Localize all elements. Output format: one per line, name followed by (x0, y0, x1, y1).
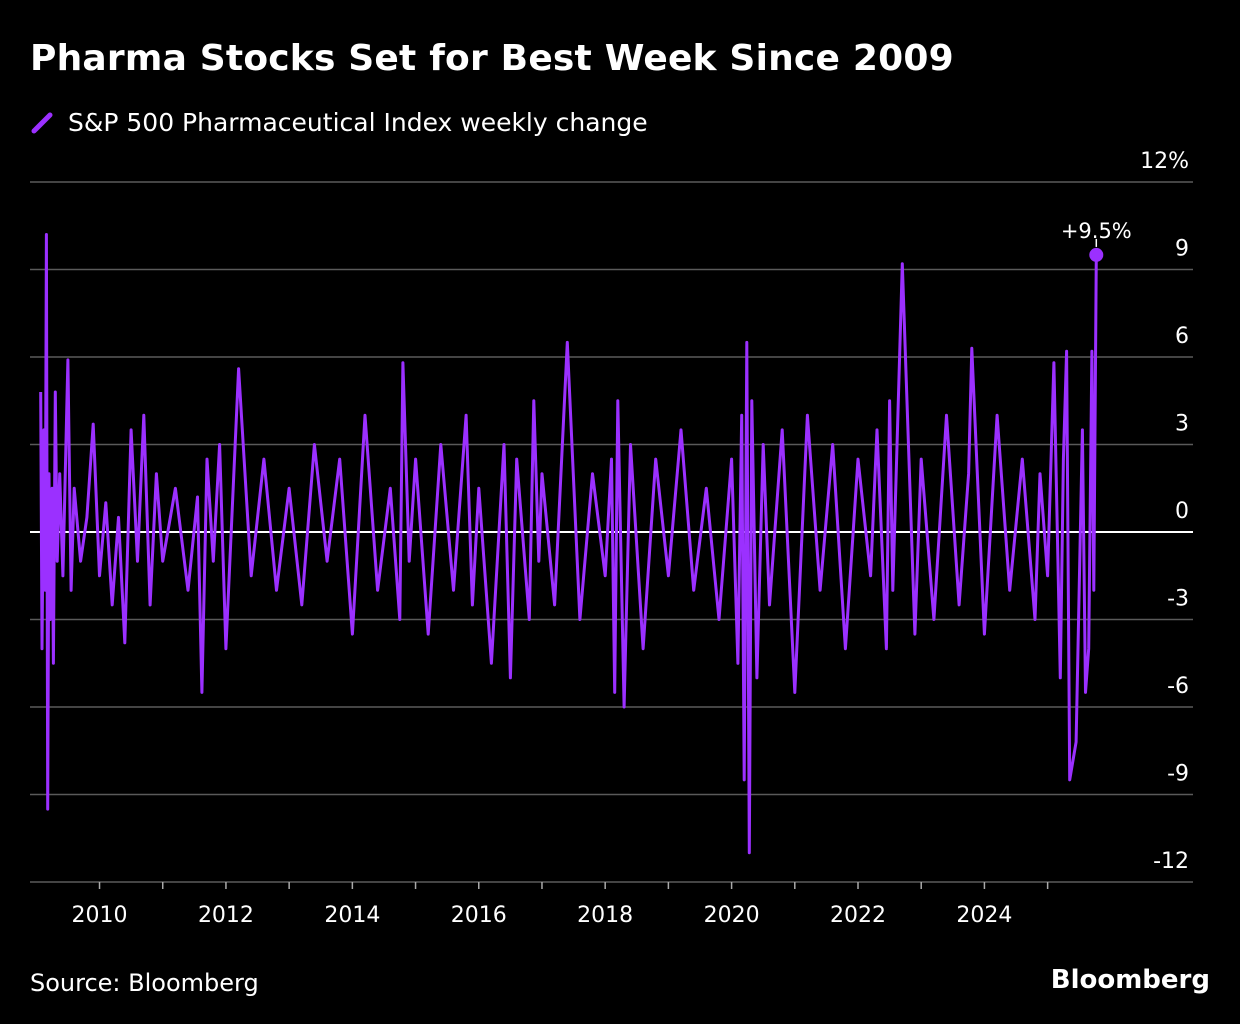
x-tick-label: 2024 (956, 903, 1012, 928)
y-tick-label: -6 (1167, 674, 1189, 699)
y-tick-label: 0 (1175, 499, 1189, 524)
x-tick-label: 2010 (72, 903, 128, 928)
y-tick-label: -3 (1167, 587, 1189, 612)
latest-point-marker (1089, 247, 1104, 262)
y-tick-label: 9 (1175, 237, 1189, 262)
y-tick-label: -9 (1167, 762, 1189, 787)
brand-logo: Bloomberg (1050, 965, 1210, 995)
x-tick-label: 2020 (704, 903, 760, 928)
legend-label: S&P 500 Pharmaceutical Index weekly chan… (68, 108, 648, 137)
series-line (39, 233, 1098, 855)
purple-slash-icon (31, 112, 53, 133)
y-tick-label: 6 (1175, 324, 1189, 349)
y-tick-label: 3 (1175, 412, 1189, 437)
x-tick-label: 2016 (451, 903, 507, 928)
source-note: Source: Bloomberg (30, 969, 259, 997)
y-tick-label: -12 (1153, 849, 1189, 874)
chart-title: Pharma Stocks Set for Best Week Since 20… (30, 38, 954, 79)
x-tick-label: 2018 (577, 903, 633, 928)
y-tick-label: 12% (1140, 149, 1189, 174)
x-tick-label: 2022 (830, 903, 886, 928)
x-tick-label: 2012 (198, 903, 254, 928)
x-tick-label: 2014 (324, 903, 380, 928)
legend: S&P 500 Pharmaceutical Index weekly chan… (30, 108, 648, 137)
annotation-label: +9.5% (1061, 219, 1132, 243)
